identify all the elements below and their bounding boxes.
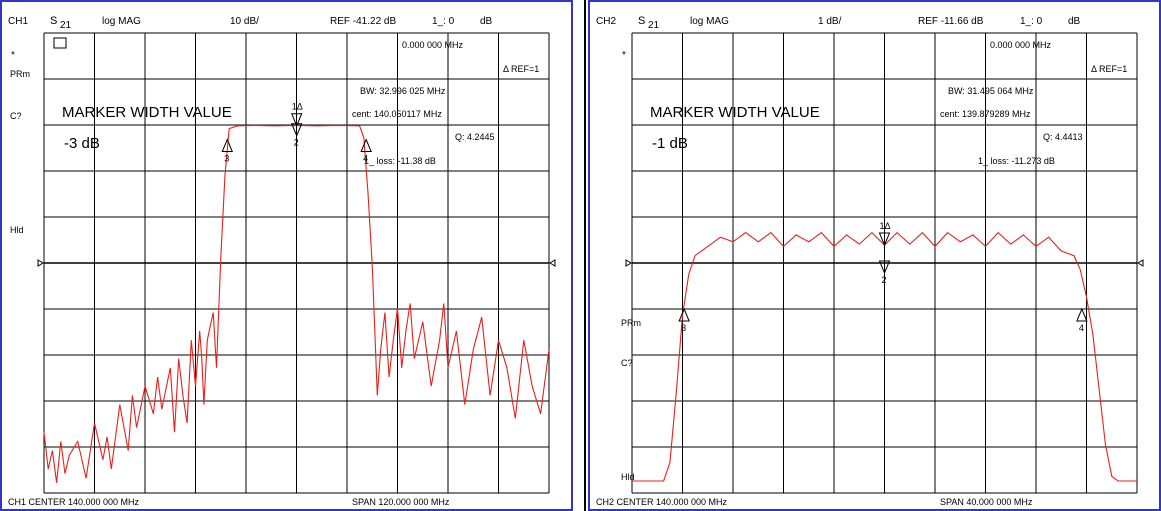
loss-readout: 1_ loss: -11.38 dB — [364, 156, 436, 166]
marker-triangle-icon — [290, 123, 303, 138]
marker-label: 1Δ — [880, 221, 891, 231]
marker-frequency: 0.000 000 MHz — [402, 40, 464, 50]
marker-id-label: 1_: 0 — [432, 16, 455, 27]
marker-label: 1Δ — [292, 102, 303, 112]
delta-ref-label: Δ REF=1 — [503, 64, 539, 74]
chart-svg: CH1 S 21 log MAG 10 dB/REF -41.22 dB 1_: 0 dB *… — [0, 0, 573, 511]
marker-3: 3 — [221, 138, 234, 164]
format-label: log MAG — [102, 16, 141, 27]
marker-triangle-icon — [221, 138, 234, 153]
marker-label: 3 — [224, 154, 229, 164]
status-hold: Hld — [10, 225, 24, 235]
delta-ref-label: Δ REF=1 — [1091, 64, 1127, 74]
marker-label: 2 — [294, 138, 299, 148]
channel-2-panel: CH2 S 21 log MAG 1 dB/REF -11.66 dB 1_: 0 dB * P… — [588, 0, 1161, 511]
marker-triangle-icon — [360, 138, 372, 153]
chart-svg: CH2 S 21 log MAG 1 dB/REF -11.66 dB 1_: 0 dB * P… — [588, 0, 1161, 511]
marker-4: 4 — [360, 138, 372, 164]
reference-left-icon — [37, 259, 44, 267]
span-label: SPAN 40.000 000 MHz — [940, 497, 1033, 507]
reference-level-label: REF -41.22 dB — [330, 16, 396, 27]
marker-1-delta: 1Δ — [290, 102, 303, 128]
marker-width-title: MARKER WIDTH VALUE — [62, 104, 232, 121]
format-label: log MAG — [690, 16, 729, 27]
span-label: SPAN 120.000 000 MHz — [352, 497, 450, 507]
status-coupling: C? — [10, 111, 22, 121]
marker-width-title: MARKER WIDTH VALUE — [650, 104, 820, 121]
marker-width-value: -3 dB — [64, 135, 100, 152]
scale-label: 10 dB/ — [230, 16, 259, 27]
grid — [631, 32, 1138, 494]
center-frequency-label: CH2 CENTER 140.000 000 MHz — [596, 497, 728, 507]
loss-readout: 1_ loss: -11.273 dB — [978, 156, 1055, 166]
parameter-subscript: 21 — [60, 20, 72, 31]
q-readout: Q: 4.2445 — [455, 132, 495, 142]
parameter-subscript: 21 — [648, 20, 660, 31]
marker-4: 4 — [1076, 307, 1088, 333]
center-frequency-label: CH1 CENTER 140.000 000 MHz — [8, 497, 140, 507]
status-hold: Hld — [621, 472, 635, 482]
display-frame — [588, 0, 1161, 511]
bandwidth-readout: BW: 31.495 064 MHz — [948, 86, 1034, 96]
reference-right-icon — [1137, 259, 1144, 267]
marker-triangle-icon — [878, 232, 891, 247]
marker-3: 3 — [678, 307, 690, 333]
reference-left-icon — [625, 259, 632, 267]
marker-unit-label: dB — [480, 16, 493, 27]
bandwidth-readout: BW: 32.996 025 MHz — [360, 86, 446, 96]
status-prm: PRm — [621, 318, 641, 328]
hold-icon — [53, 37, 67, 49]
grid — [43, 32, 550, 494]
marker-label: 4 — [363, 154, 368, 164]
center-readout: cent: 139.879289 MHz — [940, 109, 1031, 119]
marker-triangle-icon — [1076, 307, 1088, 322]
parameter-label: S — [638, 15, 645, 27]
marker-frequency: 0.000 000 MHz — [990, 40, 1052, 50]
marker-2: 2 — [878, 260, 891, 285]
status-star: * — [622, 50, 626, 61]
center-readout: cent: 140.050117 MHz — [352, 109, 442, 119]
channel-1-panel: CH1 S 21 log MAG 10 dB/REF -41.22 dB 1_: 0 dB *… — [0, 0, 573, 511]
display-frame — [0, 0, 573, 511]
status-prm: PRm — [10, 69, 30, 79]
marker-width-value: -1 dB — [652, 135, 688, 152]
trace-line — [43, 124, 550, 483]
channel-label: CH1 — [8, 16, 28, 27]
marker-id-label: 1_: 0 — [1020, 16, 1043, 27]
reference-right-icon — [549, 259, 556, 267]
parameter-label: S — [50, 15, 57, 27]
channel-label: CH2 — [596, 16, 616, 27]
marker-triangle-icon — [678, 307, 690, 322]
marker-unit-label: dB — [1068, 16, 1081, 27]
reference-level-label: REF -11.66 dB — [918, 16, 984, 27]
channel-divider — [584, 0, 586, 511]
marker-label: 2 — [882, 275, 887, 285]
marker-triangle-icon — [290, 113, 303, 128]
marker-label: 3 — [681, 323, 686, 333]
scale-label: 1 dB/ — [818, 16, 842, 27]
marker-1-delta: 1Δ — [878, 221, 891, 247]
q-readout: Q: 4.4413 — [1043, 132, 1083, 142]
marker-triangle-icon — [878, 260, 891, 275]
status-coupling: C? — [621, 358, 633, 368]
marker-label: 4 — [1079, 323, 1084, 333]
marker-2: 2 — [290, 123, 303, 148]
status-star: * — [11, 50, 15, 61]
